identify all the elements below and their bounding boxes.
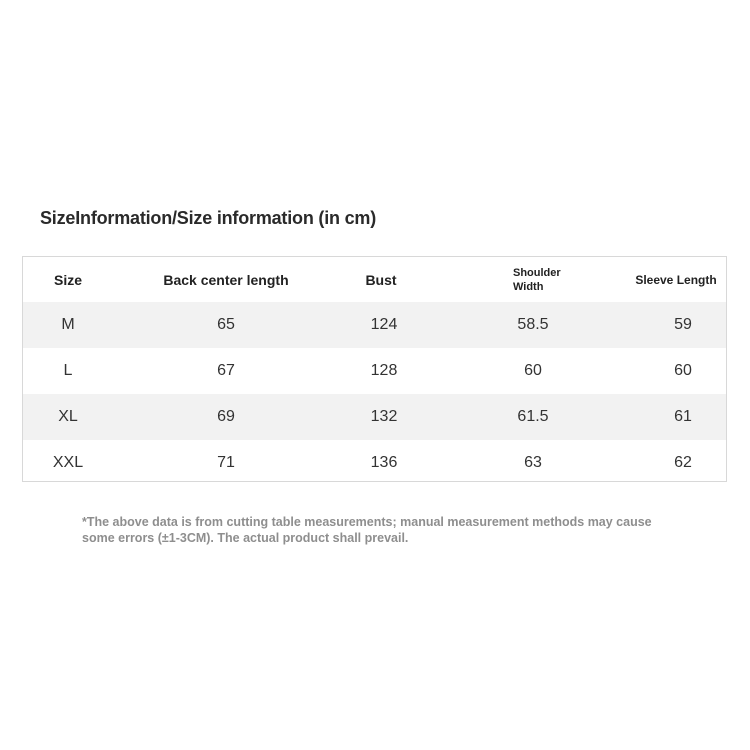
cell-back-center-length: 71 <box>217 454 235 471</box>
cell-back-center-length: 65 <box>217 316 235 333</box>
cell-sleeve-length: 61 <box>674 408 692 425</box>
cell-shoulder-width: 60 <box>524 362 542 379</box>
page-title: SizeInformation/Size information (in cm) <box>40 208 377 228</box>
cell-size: XXL <box>52 454 84 471</box>
table-row: M 65 124 58.5 59 <box>23 302 726 348</box>
table-row: XXL 71 136 63 62 <box>23 440 726 486</box>
cell-back-center-length: 69 <box>217 408 235 425</box>
table-header-row: Size Back center length Bust Shoulder Wi… <box>23 257 726 303</box>
cell-bust: 128 <box>370 362 398 379</box>
cell-bust: 132 <box>370 408 398 425</box>
cell-back-center-length: 67 <box>217 362 235 379</box>
cell-shoulder-width: 58.5 <box>517 316 549 333</box>
cell-size: L <box>63 362 73 379</box>
cell-sleeve-length: 59 <box>674 316 692 333</box>
cell-sleeve-length: 60 <box>674 362 692 379</box>
header-sleeve-length: Sleeve Length <box>635 273 717 287</box>
table-row: XL 69 132 61.5 61 <box>23 394 726 440</box>
header-size: Size <box>53 272 83 288</box>
table-row: L 67 128 60 60 <box>23 348 726 394</box>
cell-bust: 136 <box>370 454 398 471</box>
header-shoulder-width: Shoulder Width <box>513 267 561 293</box>
cell-bust: 124 <box>370 316 398 333</box>
measurement-note: *The above data is from cutting table me… <box>82 515 652 545</box>
cell-size: XL <box>58 408 78 425</box>
cell-shoulder-width: 63 <box>524 454 542 471</box>
header-back-center-length: Back center length <box>163 272 289 288</box>
size-table: Size Back center length Bust Shoulder Wi… <box>22 256 727 482</box>
header-bust: Bust <box>365 272 397 288</box>
cell-sleeve-length: 62 <box>674 454 692 471</box>
cell-size: M <box>61 316 75 333</box>
cell-shoulder-width: 61.5 <box>517 408 549 425</box>
